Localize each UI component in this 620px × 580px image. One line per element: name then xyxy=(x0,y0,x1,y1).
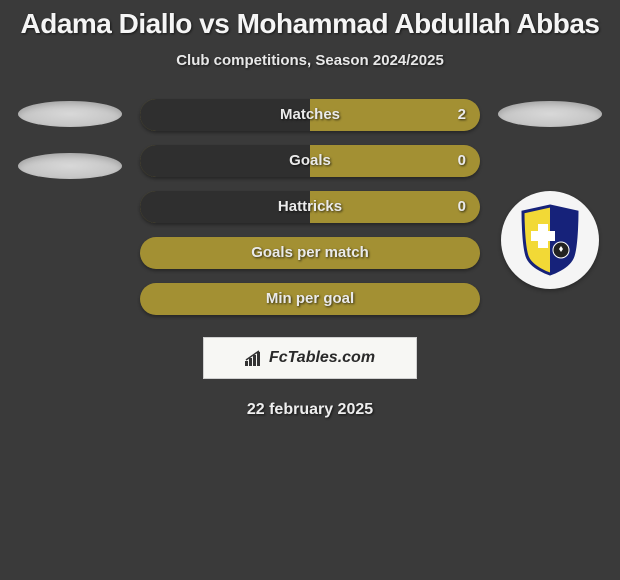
subtitle: Club competitions, Season 2024/2025 xyxy=(10,52,610,69)
stat-value: 0 xyxy=(458,191,466,223)
stat-value: 2 xyxy=(458,99,466,131)
right-player-col xyxy=(498,99,602,289)
date-text: 22 february 2025 xyxy=(10,401,610,419)
right-player-avatar-placeholder xyxy=(498,101,602,127)
brand-text: FcTables.com xyxy=(269,349,375,367)
shield-icon xyxy=(519,204,581,276)
right-team-badge xyxy=(501,191,599,289)
stat-label: Min per goal xyxy=(266,283,354,315)
bar-chart-icon xyxy=(245,350,265,366)
stats-bars: Matches 2 Goals 0 Hattricks 0 Goals per match M… xyxy=(140,99,480,315)
stat-label: Goals per match xyxy=(251,237,369,269)
stat-label: Hattricks xyxy=(278,191,342,223)
main-area: Matches 2 Goals 0 Hattricks 0 Goals per match M… xyxy=(10,99,610,315)
stat-value: 0 xyxy=(458,145,466,177)
stat-bar-goals-per-match: Goals per match xyxy=(140,237,480,269)
left-player-col xyxy=(18,99,122,179)
stat-bar-goals: Goals 0 xyxy=(140,145,480,177)
comparison-widget: Adama Diallo vs Mohammad Abdullah Abbas … xyxy=(0,0,620,427)
stat-label: Goals xyxy=(289,145,331,177)
page-title: Adama Diallo vs Mohammad Abdullah Abbas xyxy=(10,8,610,40)
stat-bar-hattricks: Hattricks 0 xyxy=(140,191,480,223)
left-player-avatar-placeholder xyxy=(18,101,122,127)
left-team-badge-placeholder xyxy=(18,153,122,179)
stat-bar-min-per-goal: Min per goal xyxy=(140,283,480,315)
brand-link[interactable]: FcTables.com xyxy=(203,337,417,379)
stat-label: Matches xyxy=(280,99,340,131)
stat-bar-matches: Matches 2 xyxy=(140,99,480,131)
